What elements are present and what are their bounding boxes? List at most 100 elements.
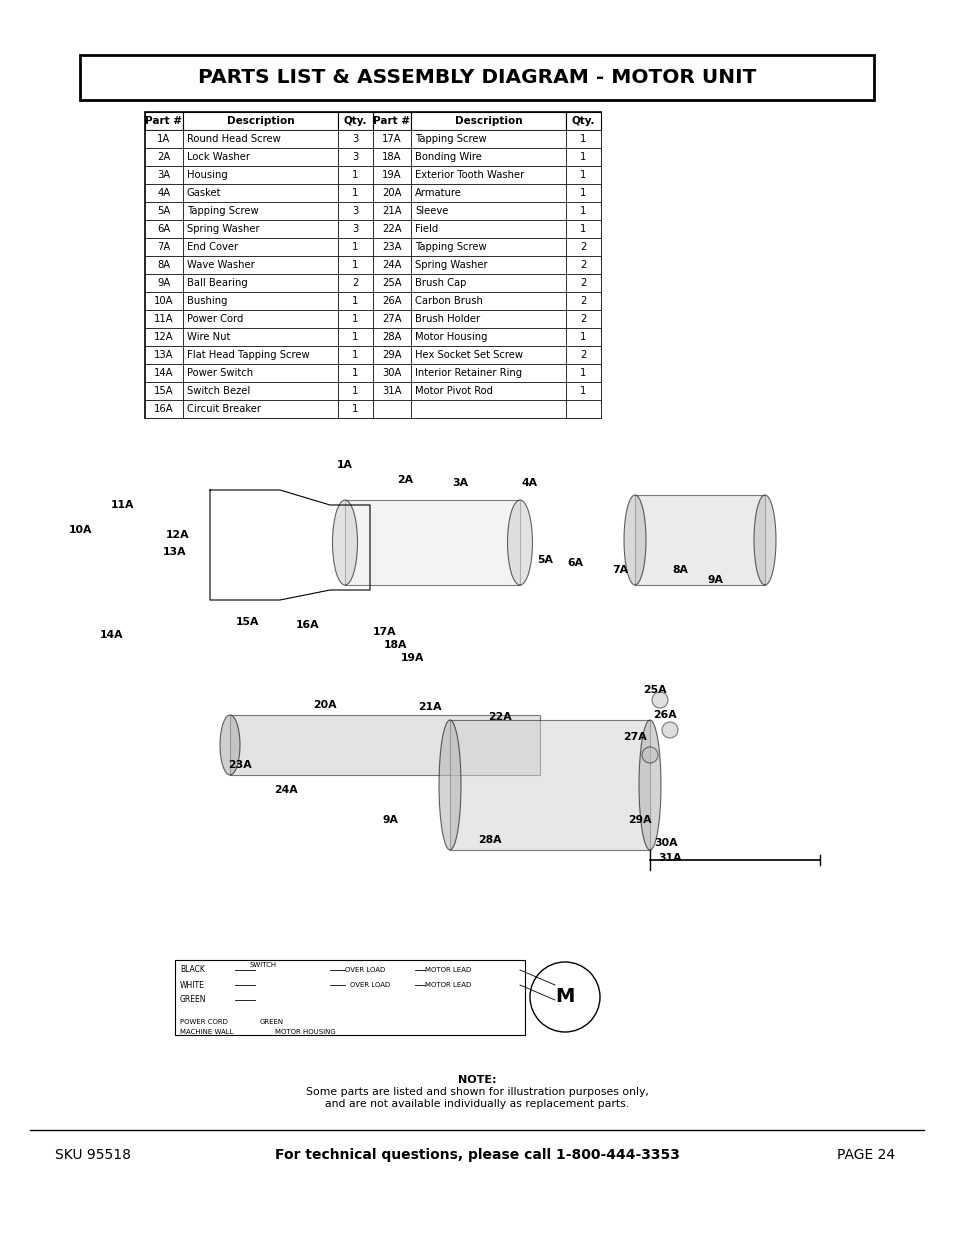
Text: 5A: 5A bbox=[157, 206, 171, 216]
Bar bbox=[183, 203, 337, 220]
Bar bbox=[183, 130, 337, 148]
Text: 25A: 25A bbox=[642, 685, 666, 695]
Text: 1A: 1A bbox=[157, 135, 171, 144]
Text: 2: 2 bbox=[579, 350, 586, 359]
Text: 9A: 9A bbox=[706, 576, 722, 585]
Bar bbox=[183, 274, 337, 291]
Text: GREEN: GREEN bbox=[180, 995, 206, 1004]
Text: 19A: 19A bbox=[401, 653, 424, 663]
Ellipse shape bbox=[507, 500, 532, 585]
Bar bbox=[337, 130, 373, 148]
Text: 26A: 26A bbox=[653, 710, 676, 720]
Text: 28A: 28A bbox=[477, 835, 501, 845]
Bar bbox=[565, 130, 600, 148]
Text: 1: 1 bbox=[352, 404, 358, 414]
Text: 29A: 29A bbox=[382, 350, 401, 359]
Text: 9A: 9A bbox=[381, 815, 397, 825]
Text: 2: 2 bbox=[352, 278, 358, 288]
Bar bbox=[174, 960, 524, 1035]
Bar bbox=[337, 203, 373, 220]
Bar bbox=[373, 130, 411, 148]
Bar bbox=[373, 382, 411, 400]
Text: Ball Bearing: Ball Bearing bbox=[187, 278, 248, 288]
Bar bbox=[411, 148, 565, 165]
Text: 7A: 7A bbox=[157, 242, 171, 252]
Bar bbox=[337, 382, 373, 400]
Text: 1: 1 bbox=[352, 387, 358, 396]
Bar bbox=[230, 715, 539, 776]
Text: 1: 1 bbox=[579, 332, 586, 342]
Text: 18A: 18A bbox=[382, 152, 401, 162]
Text: Qty.: Qty. bbox=[343, 116, 367, 126]
Text: 24A: 24A bbox=[274, 785, 297, 795]
Text: WHITE: WHITE bbox=[180, 981, 205, 989]
Text: 30A: 30A bbox=[382, 368, 401, 378]
Bar bbox=[337, 148, 373, 165]
Circle shape bbox=[661, 722, 678, 739]
Text: Circuit Breaker: Circuit Breaker bbox=[187, 404, 261, 414]
Text: 12A: 12A bbox=[166, 530, 190, 540]
Bar bbox=[565, 310, 600, 329]
Bar bbox=[373, 274, 411, 291]
Text: Bushing: Bushing bbox=[187, 296, 227, 306]
Text: 13A: 13A bbox=[163, 547, 187, 557]
Text: 22A: 22A bbox=[382, 224, 401, 233]
Text: 2: 2 bbox=[579, 242, 586, 252]
Bar bbox=[145, 382, 183, 400]
Text: 3: 3 bbox=[352, 152, 358, 162]
Bar bbox=[411, 130, 565, 148]
Text: 2: 2 bbox=[579, 314, 586, 324]
Text: 10A: 10A bbox=[69, 525, 91, 535]
Text: Bonding Wire: Bonding Wire bbox=[415, 152, 481, 162]
Text: 1: 1 bbox=[352, 314, 358, 324]
Text: POWER CORD: POWER CORD bbox=[180, 1019, 228, 1025]
Text: 16A: 16A bbox=[296, 620, 319, 630]
Bar bbox=[411, 112, 565, 130]
Bar bbox=[183, 184, 337, 203]
Text: 17A: 17A bbox=[373, 627, 396, 637]
Text: 6A: 6A bbox=[566, 558, 582, 568]
Bar bbox=[565, 346, 600, 364]
Bar bbox=[183, 148, 337, 165]
Bar bbox=[337, 291, 373, 310]
Bar bbox=[337, 112, 373, 130]
Text: 1: 1 bbox=[579, 224, 586, 233]
Ellipse shape bbox=[623, 495, 645, 585]
Text: 27A: 27A bbox=[622, 732, 646, 742]
Text: 14A: 14A bbox=[100, 630, 124, 640]
Text: 1: 1 bbox=[352, 261, 358, 270]
Text: 1: 1 bbox=[579, 206, 586, 216]
Bar bbox=[145, 310, 183, 329]
Ellipse shape bbox=[438, 720, 460, 850]
Text: 23A: 23A bbox=[382, 242, 401, 252]
Text: 6A: 6A bbox=[157, 224, 171, 233]
Text: 21A: 21A bbox=[382, 206, 401, 216]
Text: 26A: 26A bbox=[382, 296, 401, 306]
Bar bbox=[565, 256, 600, 274]
Bar bbox=[565, 148, 600, 165]
Bar bbox=[373, 256, 411, 274]
Bar bbox=[337, 310, 373, 329]
Bar bbox=[565, 274, 600, 291]
Bar bbox=[145, 400, 183, 417]
Text: 23A: 23A bbox=[228, 760, 252, 769]
Text: 2A: 2A bbox=[396, 475, 413, 485]
Text: Description: Description bbox=[455, 116, 521, 126]
Text: 31A: 31A bbox=[658, 853, 681, 863]
Text: Spring Washer: Spring Washer bbox=[187, 224, 259, 233]
Bar bbox=[337, 346, 373, 364]
Bar bbox=[337, 329, 373, 346]
Text: Switch Bezel: Switch Bezel bbox=[187, 387, 250, 396]
Text: End Cover: End Cover bbox=[187, 242, 238, 252]
Text: 11A: 11A bbox=[154, 314, 173, 324]
Bar bbox=[565, 382, 600, 400]
Bar bbox=[411, 256, 565, 274]
Text: Flat Head Tapping Screw: Flat Head Tapping Screw bbox=[187, 350, 310, 359]
Text: 28A: 28A bbox=[382, 332, 401, 342]
Circle shape bbox=[641, 747, 658, 763]
Bar bbox=[411, 291, 565, 310]
Text: Part #: Part # bbox=[146, 116, 182, 126]
Bar bbox=[183, 310, 337, 329]
Bar bbox=[145, 238, 183, 256]
Text: 8A: 8A bbox=[157, 261, 171, 270]
